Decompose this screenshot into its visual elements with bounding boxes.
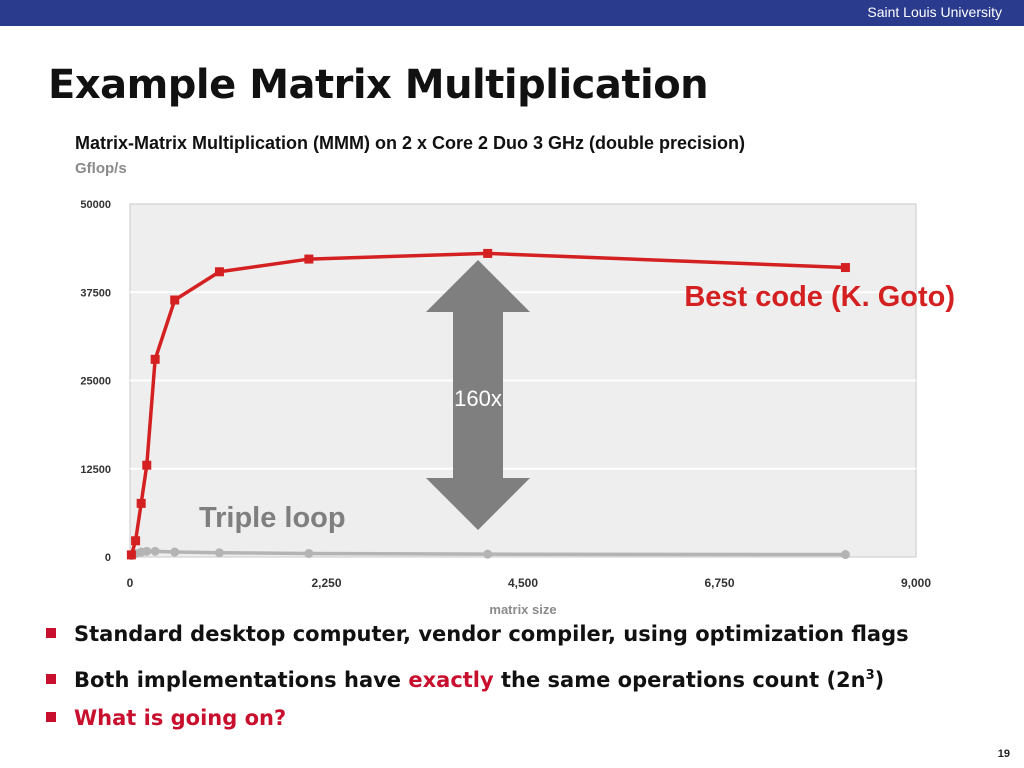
data-point-best-code: [136, 498, 146, 508]
bullet-text: Standard desktop computer, vendor compil…: [74, 622, 909, 646]
x-tick-label: 9,000: [901, 576, 931, 590]
y-tick-label: 50000: [80, 199, 111, 211]
x-tick-label: 6,750: [704, 576, 734, 590]
bullet-text: ): [874, 668, 885, 692]
data-point-best-code: [170, 295, 180, 305]
slide-number: 19: [997, 748, 1010, 760]
triple-loop-label: Triple loop: [199, 502, 346, 534]
series-line-best-code: [129, 251, 846, 556]
bullet-square-icon: [46, 674, 56, 684]
x-tick-label: 0: [127, 576, 134, 590]
data-point-triple-loop: [304, 548, 314, 558]
data-point-triple-loop: [840, 550, 850, 560]
data-point-best-code: [142, 460, 152, 470]
bullet-item: Standard desktop computer, vendor compil…: [46, 618, 909, 660]
bullet-square-icon: [46, 628, 56, 638]
data-point-best-code: [840, 263, 850, 273]
y-tick-label: 25000: [80, 376, 111, 388]
data-point-best-code: [150, 354, 160, 364]
slide-title: Example Matrix Multiplication: [48, 62, 709, 108]
bullet-square-icon: [46, 712, 56, 722]
data-point-triple-loop: [142, 546, 152, 556]
bullet-item: What is going on?: [46, 702, 909, 744]
header-band: Saint Louis University: [0, 0, 1024, 26]
y-tick-label: 12500: [80, 464, 111, 476]
performance-chart: 0 12500 25000 37500 50000 0 2,250 4,500 6,750 9,0…: [80, 199, 955, 617]
x-tick-label: 4,500: [508, 576, 538, 590]
organization-name: Saint Louis University: [867, 4, 1002, 20]
data-point-best-code: [214, 267, 224, 277]
data-point-best-code: [304, 254, 314, 264]
chart-unit: Gflop/s: [75, 160, 127, 177]
double-arrow-icon: [426, 260, 530, 530]
bullet-question: What is going on?: [74, 706, 287, 730]
y-tick-label: 37500: [80, 287, 111, 299]
best-code-label: Best code (K. Goto): [684, 281, 955, 313]
data-point-best-code: [483, 248, 493, 258]
bullet-superscript: 3: [865, 668, 875, 683]
x-axis-label: matrix size: [489, 602, 556, 617]
data-point-best-code: [126, 550, 136, 560]
data-point-triple-loop: [170, 547, 180, 557]
bullet-text: Both implementations have: [74, 668, 409, 692]
bullet-item: Both implementations have exactly the sa…: [46, 660, 909, 702]
data-point-triple-loop: [150, 546, 160, 556]
data-point-triple-loop: [483, 549, 493, 559]
x-tick-label: 2,250: [311, 576, 341, 590]
bullet-text: the same operations count (2n: [493, 668, 866, 692]
bullet-emphasis: exactly: [408, 668, 494, 692]
chart-heading: Matrix-Matrix Multiplication (MMM) on 2 …: [75, 133, 746, 153]
y-tick-label: 0: [105, 552, 111, 564]
arrow-label: 160x: [454, 386, 502, 411]
data-point-best-code: [131, 536, 141, 546]
bullet-list: Standard desktop computer, vendor compil…: [46, 618, 909, 744]
data-point-triple-loop: [214, 548, 224, 558]
